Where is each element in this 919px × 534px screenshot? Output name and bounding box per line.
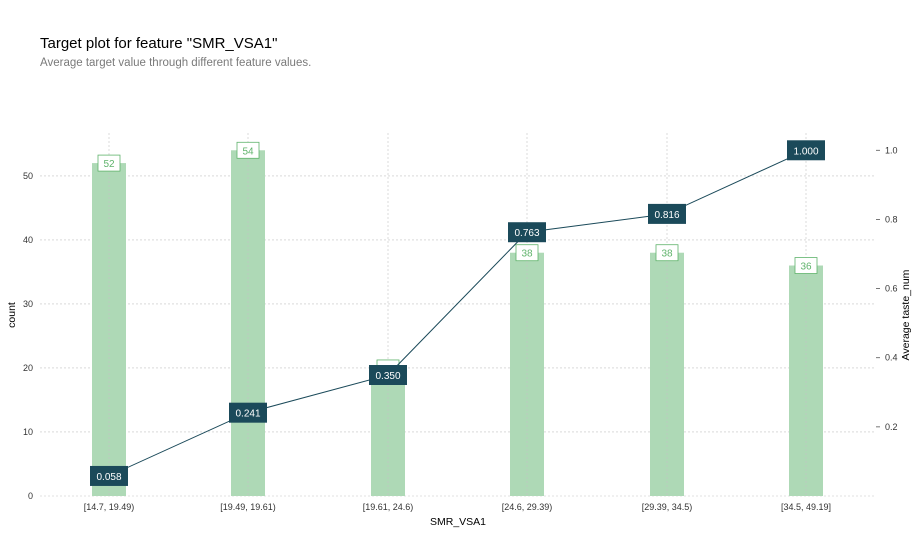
- x-tick-label: [19.61, 24.6): [363, 502, 414, 512]
- x-tick-label: [24.6, 29.39): [502, 502, 553, 512]
- target-line-path: [108, 149, 807, 477]
- x-tick-label: [34.5, 49.19]: [781, 502, 831, 512]
- y-tick-label: 30: [23, 299, 33, 309]
- chart-subtitle: Average target value through different f…: [40, 57, 312, 69]
- chart-title: Target plot for feature "SMR_VSA1": [40, 35, 278, 52]
- vertical-grid-lines: [108, 133, 807, 496]
- count-label-box: [97, 154, 121, 172]
- y-tick-label: 40: [23, 235, 33, 245]
- count-label: 38: [661, 249, 673, 260]
- target-label: 0.350: [375, 371, 400, 382]
- target-line: [107, 148, 808, 478]
- y2-tick-label: 0.6: [885, 284, 898, 294]
- count-label-box: [794, 257, 818, 274]
- x-tick-label: [19.49, 19.61): [220, 502, 276, 512]
- y2-tick-label: 1.0: [885, 145, 898, 155]
- y-tick-label: 10: [23, 427, 33, 437]
- count-label-box: [515, 244, 539, 262]
- target-labels: 0.058 0.241 0.350 0.763 0.816 1.000: [90, 140, 825, 486]
- target-label-box: [508, 222, 546, 243]
- count-label: 54: [242, 146, 254, 157]
- target-label: 0.763: [514, 228, 539, 239]
- target-label-box: [787, 140, 825, 161]
- x-tick-label: [29.39, 34.5): [642, 502, 693, 512]
- count-label-box: [236, 141, 260, 159]
- axes: 0 10 20 30 40 50 0.2 0.4 0.6 0.8 1.0 [14.7, 19.49) […: [23, 145, 898, 512]
- y2-tick-label: 0.8: [885, 214, 898, 224]
- target-label: 0.816: [654, 210, 679, 221]
- y-tick-label: 20: [23, 363, 33, 373]
- count-labels: 525420383836: [97, 141, 818, 377]
- y-tick-label: 0: [28, 491, 33, 501]
- count-label: 52: [103, 159, 115, 170]
- x-tick-label: [14.7, 19.49): [84, 502, 135, 512]
- count-bars: [92, 150, 823, 497]
- target-label: 1.000: [793, 146, 818, 157]
- y-tick-label: 50: [23, 171, 33, 181]
- target-label: 0.058: [96, 472, 121, 483]
- count-label: 38: [521, 249, 533, 260]
- target-label-box: [369, 365, 407, 385]
- target-label: 0.241: [235, 409, 260, 420]
- y2-tick-label: 0.4: [885, 353, 898, 363]
- y2-tick-label: 0.2: [885, 422, 898, 432]
- target-label-box: [229, 402, 267, 423]
- target-label-box: [90, 465, 128, 486]
- y-axis-label: count: [6, 302, 18, 328]
- y2-axis-label: Average taste_num: [900, 269, 912, 360]
- count-bar: [371, 367, 405, 496]
- count-label-box: [655, 244, 679, 262]
- count-label: 36: [800, 262, 812, 273]
- target-label-box: [648, 203, 686, 224]
- x-axis-label: SMR_VSA1: [430, 516, 486, 528]
- grid-lines: [40, 175, 876, 497]
